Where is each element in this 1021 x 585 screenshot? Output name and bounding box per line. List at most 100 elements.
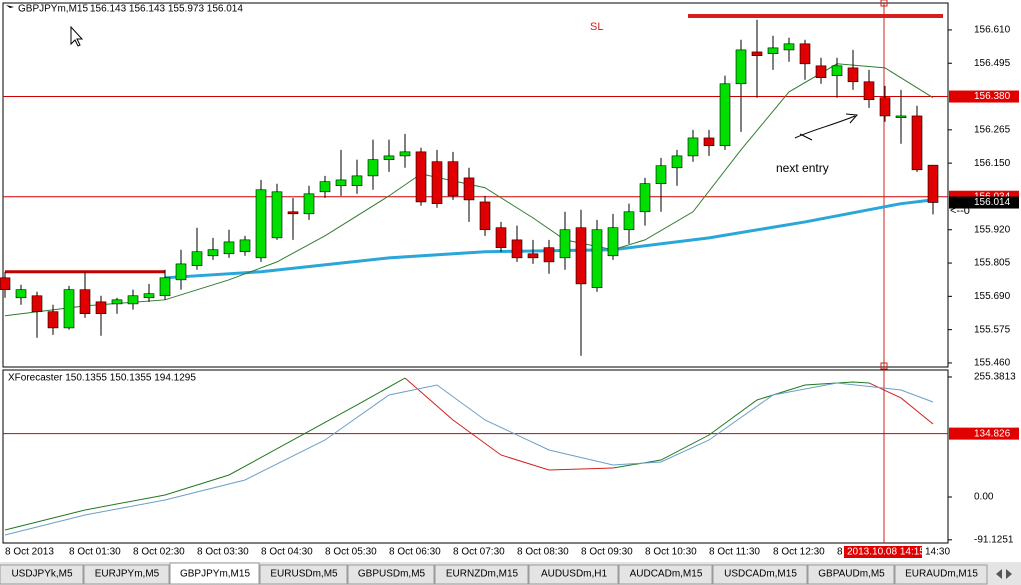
sl-text: SL xyxy=(590,21,603,33)
time-label: 8 Oct 04:30 xyxy=(261,547,313,558)
candle-body xyxy=(319,181,331,193)
y-tick-label: 155.460 xyxy=(974,358,1011,369)
tab-label[interactable]: EURUSDm,M5 xyxy=(270,569,338,580)
candle-body xyxy=(383,155,395,160)
candle-body xyxy=(175,263,187,281)
candle-body xyxy=(47,311,59,329)
candle-body xyxy=(415,151,427,203)
tab-label[interactable]: EURAUDm,M15 xyxy=(905,569,978,580)
candle-body xyxy=(751,51,763,57)
time-label: 8 xyxy=(837,547,843,558)
time-label: 8 Oct 09:30 xyxy=(581,547,633,558)
next-entry-text: next entry xyxy=(776,161,829,175)
candle-body xyxy=(463,177,475,201)
tab-label[interactable]: GBPAUDm,M5 xyxy=(818,569,885,580)
candle-body xyxy=(543,247,555,263)
level-label: 134.826 xyxy=(974,428,1011,439)
time-label: 8 Oct 10:30 xyxy=(645,547,697,558)
candle-body xyxy=(495,227,507,248)
y-tick-label: 156.610 xyxy=(974,25,1011,36)
quote-header: 156.143 156.143 155.973 156.014 xyxy=(90,4,243,15)
moving-average xyxy=(4,63,934,317)
candle-body xyxy=(687,137,699,157)
last-price-tag xyxy=(949,196,1019,209)
tab-label[interactable]: USDCADm,M15 xyxy=(724,569,797,580)
candle-body xyxy=(303,193,315,215)
candle-body xyxy=(863,81,875,101)
y-tick-label: 155.920 xyxy=(974,224,1011,235)
y-tick-label: 156.265 xyxy=(974,124,1011,135)
y-tick-label: 255.3813 xyxy=(974,372,1016,383)
last-price-label: 156.014 xyxy=(974,197,1011,208)
candle-body xyxy=(895,115,907,118)
candle-body xyxy=(575,227,587,285)
cursor-handle xyxy=(880,362,888,370)
candle-body xyxy=(879,97,891,117)
candle-body xyxy=(399,151,411,157)
indicator-curve xyxy=(404,377,614,471)
candle-body xyxy=(735,49,747,85)
candle-body xyxy=(847,67,859,83)
tab-label[interactable]: EURJPYm,M5 xyxy=(95,569,160,580)
candle-body xyxy=(719,83,731,147)
tab[interactable] xyxy=(347,564,435,585)
candle-body xyxy=(111,299,123,305)
tab[interactable] xyxy=(807,564,895,585)
mouse-cursor xyxy=(70,25,84,47)
y-tick-label: 155.805 xyxy=(974,258,1011,269)
time-label: 8 Oct 11:30 xyxy=(709,547,760,558)
candle-body xyxy=(127,295,139,305)
tab[interactable] xyxy=(0,564,84,585)
tab[interactable] xyxy=(434,564,529,585)
time-label: 8 Oct 01:30 xyxy=(69,547,121,558)
header-icon xyxy=(6,5,14,8)
tab-label[interactable]: GBPUSDm,M5 xyxy=(358,569,426,580)
tab-label[interactable]: AUDCADm,M15 xyxy=(630,569,703,580)
candle-body xyxy=(911,115,923,171)
candle-body xyxy=(671,155,683,169)
candle-body xyxy=(207,249,219,257)
tab-label[interactable]: EURNZDm,M15 xyxy=(446,569,519,580)
candle-body xyxy=(655,165,667,184)
candle-body xyxy=(591,229,603,288)
tab-label[interactable]: USDJPYk,M5 xyxy=(11,569,73,580)
time-label: 8 Oct 08:30 xyxy=(517,547,569,558)
candle-body xyxy=(767,47,779,54)
time-label: 8 Oct 03:30 xyxy=(197,547,249,558)
tab-label[interactable]: AUDUSDm,H1 xyxy=(541,569,608,580)
candle-body xyxy=(607,227,619,257)
candle-body xyxy=(0,277,11,290)
candle-body xyxy=(703,137,715,147)
tab[interactable] xyxy=(83,564,170,585)
tab[interactable] xyxy=(894,564,988,585)
candle-body xyxy=(559,229,571,259)
tab[interactable] xyxy=(618,564,713,585)
candle-body xyxy=(527,253,539,259)
candle-body xyxy=(335,179,347,187)
y-tick-label: 0.00 xyxy=(974,492,994,503)
level-label: 156.380 xyxy=(974,91,1011,102)
tab[interactable] xyxy=(712,564,808,585)
tab[interactable] xyxy=(528,564,619,585)
y-tick-label: 156.495 xyxy=(974,58,1011,69)
time-label: 14:30 xyxy=(925,547,950,558)
tab-label[interactable]: GBPJPYm,M15 xyxy=(180,569,250,580)
candle-body xyxy=(479,201,491,231)
tab[interactable] xyxy=(169,562,260,585)
candle-body xyxy=(287,211,299,215)
tab[interactable] xyxy=(259,564,348,585)
candle-body xyxy=(95,301,107,315)
time-label: 8 Oct 02:30 xyxy=(133,547,185,558)
time-label: 8 Oct 2013 xyxy=(5,547,54,558)
candle-body xyxy=(31,295,43,312)
candle-body xyxy=(799,43,811,65)
candle-body xyxy=(79,289,91,315)
candle-body xyxy=(367,159,379,177)
candle-body xyxy=(783,43,795,51)
indicator-curve xyxy=(4,382,934,536)
indicator-pane-frame xyxy=(2,369,949,544)
y-tick-label: 155.690 xyxy=(974,291,1011,302)
cursor-time-tag xyxy=(844,546,922,558)
tab-scroll[interactable] xyxy=(996,569,1012,579)
cursor-handle xyxy=(880,0,888,7)
